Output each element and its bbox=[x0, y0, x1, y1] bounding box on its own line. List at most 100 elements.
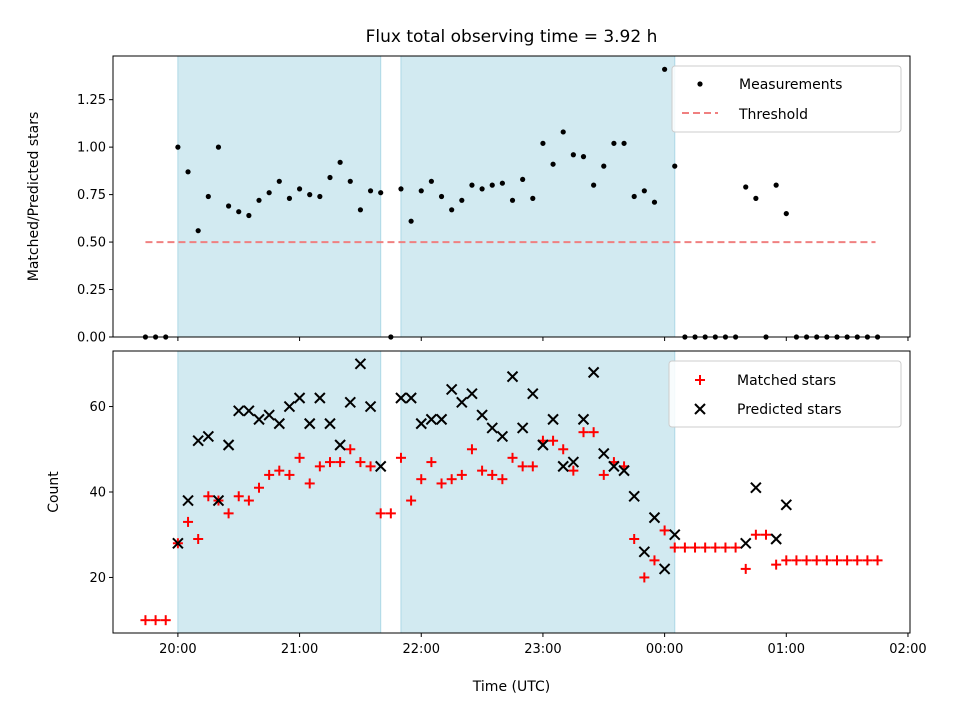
measurement-point bbox=[357, 207, 364, 213]
matched-star-point bbox=[233, 491, 244, 502]
measurement-point bbox=[540, 140, 546, 146]
matched-star-point bbox=[588, 427, 599, 438]
cross-b bbox=[172, 537, 184, 549]
measurement-point bbox=[621, 140, 627, 146]
measurement-point bbox=[418, 188, 424, 194]
y-tick-label: 0.50 bbox=[77, 236, 106, 251]
matched-star-point bbox=[140, 615, 151, 626]
predicted-star-point bbox=[212, 494, 225, 507]
matched-star-point bbox=[517, 461, 528, 472]
cross-b bbox=[516, 422, 529, 434]
measurement-point bbox=[367, 188, 374, 194]
predicted-star-point bbox=[506, 370, 519, 383]
x-tick-label: 01:00 bbox=[768, 642, 805, 657]
bottom-y-axis-label: Count bbox=[46, 471, 62, 513]
matched-star-point bbox=[568, 465, 579, 476]
cross-b bbox=[587, 366, 600, 379]
predicted-star-point bbox=[466, 388, 478, 400]
cross-b bbox=[694, 403, 706, 415]
measurement-point bbox=[215, 144, 222, 150]
cross-b bbox=[527, 388, 539, 400]
matched-star-point bbox=[193, 534, 204, 544]
measurement-point bbox=[185, 169, 191, 175]
matched-star-point bbox=[304, 478, 315, 489]
matched-star-point bbox=[862, 555, 873, 566]
measurement-point bbox=[327, 174, 333, 181]
matched-star-point bbox=[375, 508, 386, 519]
predicted-star-point bbox=[567, 456, 580, 468]
predicted-star-point bbox=[354, 358, 367, 370]
matched-star-point bbox=[629, 534, 640, 544]
cross-b bbox=[608, 460, 620, 473]
x-tick-label: 02:00 bbox=[889, 642, 926, 657]
top-legend: Measurements Threshold bbox=[671, 65, 902, 133]
cross-b bbox=[567, 456, 580, 468]
measurement-point bbox=[286, 195, 293, 201]
predicted-star-point bbox=[638, 546, 651, 558]
measurement-point bbox=[479, 186, 485, 192]
measurement-point bbox=[651, 199, 658, 205]
measurement-point bbox=[662, 66, 668, 72]
matched-star-point bbox=[730, 542, 741, 553]
matched-star-point bbox=[761, 529, 772, 540]
matched-star-point bbox=[355, 457, 366, 468]
x-axis-label: Time (UTC) bbox=[472, 679, 550, 695]
legend-matched-marker bbox=[695, 375, 705, 385]
cross-b bbox=[547, 413, 559, 426]
predicted-star-point bbox=[587, 366, 600, 379]
matched-star-point bbox=[548, 435, 559, 446]
matched-star-point bbox=[284, 469, 295, 480]
top-panel: 0.00 0.25 0.50 0.75 1.00 1.25 Measurements Thre… bbox=[77, 55, 911, 346]
predicted-star-point bbox=[456, 396, 468, 408]
matched-star-point bbox=[507, 452, 518, 463]
matched-star-point bbox=[150, 615, 161, 626]
cross-b bbox=[750, 482, 762, 494]
matched-star-point bbox=[406, 495, 417, 506]
top-y-axis-label: Matched/Predicted stars bbox=[26, 112, 42, 282]
cross-b bbox=[496, 430, 509, 443]
matched-star-point bbox=[395, 452, 406, 463]
cross-b bbox=[354, 358, 367, 370]
measurement-point bbox=[489, 182, 495, 188]
matched-star-point bbox=[426, 457, 437, 468]
matched-star-point bbox=[264, 469, 275, 480]
predicted-star-point bbox=[750, 482, 762, 494]
matched-star-point bbox=[223, 508, 234, 519]
cross-b bbox=[334, 439, 346, 451]
y-tick-label: 0.00 bbox=[77, 331, 106, 346]
measurement-point bbox=[225, 203, 232, 209]
matched-star-point bbox=[436, 478, 447, 489]
matched-star-point bbox=[801, 555, 812, 566]
measurement-point bbox=[631, 193, 637, 200]
predicted-star-point bbox=[192, 435, 204, 447]
predicted-star-point bbox=[740, 537, 752, 549]
cross-b bbox=[263, 409, 275, 421]
matched-star-point bbox=[781, 555, 792, 566]
legend-threshold-label: Threshold bbox=[738, 107, 808, 123]
measurement-point bbox=[378, 190, 384, 196]
matched-star-point bbox=[160, 615, 171, 626]
bottom-legend: Matched stars Predicted stars bbox=[668, 360, 902, 428]
cross-b bbox=[374, 460, 387, 473]
matched-star-point bbox=[578, 427, 589, 438]
predicted-star-point bbox=[557, 460, 569, 473]
cross-b bbox=[324, 417, 336, 430]
x-tick-label: 22:00 bbox=[403, 642, 440, 657]
matched-star-point bbox=[679, 542, 690, 553]
legend-matched-label: Matched stars bbox=[737, 373, 836, 389]
matched-star-point bbox=[649, 555, 660, 566]
cross-b bbox=[304, 417, 316, 430]
cross-b bbox=[435, 413, 448, 426]
legend-predicted-label: Predicted stars bbox=[737, 402, 842, 418]
predicted-star-point bbox=[344, 396, 356, 408]
matched-star-point bbox=[274, 465, 285, 476]
measurement-point bbox=[205, 193, 211, 200]
cross-b bbox=[395, 392, 407, 404]
matched-star-point bbox=[710, 542, 721, 553]
measurement-point bbox=[449, 207, 455, 213]
matched-star-point bbox=[872, 555, 883, 566]
measurement-point bbox=[611, 140, 617, 146]
measurement-point bbox=[459, 197, 465, 203]
cross-b bbox=[618, 464, 630, 477]
measurement-point bbox=[195, 228, 201, 234]
